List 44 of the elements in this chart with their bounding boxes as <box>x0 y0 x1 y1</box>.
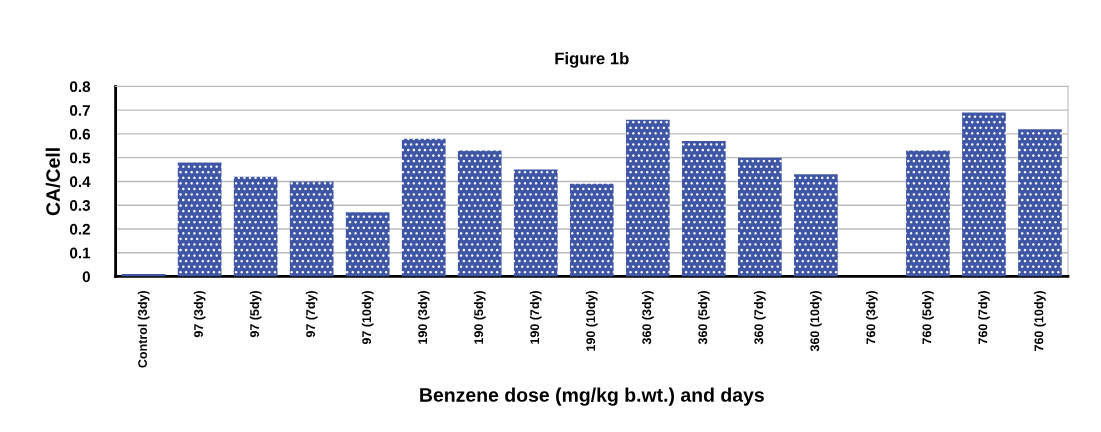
bar <box>457 150 502 277</box>
x-tick-label: 190 (7dy) <box>529 290 542 344</box>
x-axis-title: Benzene dose (mg/kg b.wt.) and days <box>420 387 764 406</box>
x-tick-label: 190 (3dy) <box>417 290 430 344</box>
x-tick-label: 97 (10dy) <box>361 290 374 345</box>
x-tick-label: 760 (3dy) <box>866 290 878 345</box>
y-tick-label: 0.8 <box>69 81 91 93</box>
bar <box>738 157 782 277</box>
bar <box>289 181 334 277</box>
y-tick-label: 0.7 <box>69 105 90 116</box>
chart-title: Figure 1b <box>555 52 629 68</box>
x-tick-label: 760 (10dy) <box>1034 290 1046 351</box>
bar <box>177 162 222 277</box>
y-tick-label: 0.3 <box>69 200 91 211</box>
x-tick-label: 190 (10dy) <box>585 290 598 351</box>
x-tick-label: 190 (5dy) <box>473 290 486 344</box>
y-tick-label: 0.1 <box>69 247 91 259</box>
bar <box>345 212 390 277</box>
x-tick-label: 97 (5dy) <box>249 290 262 338</box>
y-tick-label: 0.6 <box>69 128 91 140</box>
bar <box>513 169 558 277</box>
bar <box>962 112 1006 277</box>
x-tick-label: 360 (5dy) <box>698 290 710 345</box>
x-tick-label: 360 (10dy) <box>810 290 822 352</box>
bar <box>681 141 726 277</box>
x-tick-label: Control (3dy) <box>137 290 150 368</box>
x-tick-label: 760 (7dy) <box>978 290 990 345</box>
x-tick-label: 760 (5dy) <box>922 290 934 345</box>
x-tick-label: 97 (7dy) <box>305 290 318 338</box>
x-tick-label: 360 (3dy) <box>641 290 654 345</box>
y-axis-title: CA/Cell <box>45 148 61 216</box>
x-tick-label: 97 (3dy) <box>193 290 206 338</box>
bar <box>1018 129 1062 277</box>
y-tick-label: 0.5 <box>69 152 91 164</box>
y-tick-label: 0.2 <box>69 223 90 235</box>
bar <box>233 176 278 277</box>
bar <box>401 138 446 277</box>
bar <box>906 150 950 277</box>
y-tick-label: 0.4 <box>69 176 91 188</box>
x-tick-label: 360 (7dy) <box>754 290 766 345</box>
bar <box>625 119 670 277</box>
bar <box>569 183 614 277</box>
y-tick-label: 0 <box>82 271 90 283</box>
bar <box>794 174 838 277</box>
